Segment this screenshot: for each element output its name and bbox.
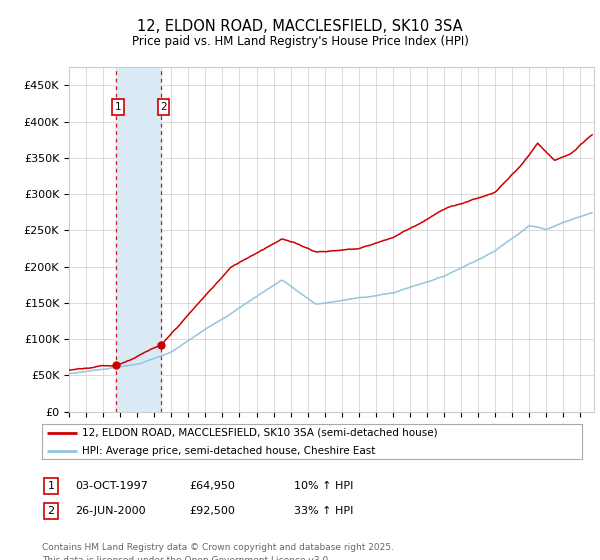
Text: 2: 2 [47, 506, 55, 516]
Text: £64,950: £64,950 [189, 481, 235, 491]
Text: 12, ELDON ROAD, MACCLESFIELD, SK10 3SA: 12, ELDON ROAD, MACCLESFIELD, SK10 3SA [137, 20, 463, 34]
Bar [116, 67, 161, 412]
Text: 10% ↑ HPI: 10% ↑ HPI [294, 481, 353, 491]
Text: HPI: Average price, semi-detached house, Cheshire East: HPI: Average price, semi-detached house,… [83, 446, 376, 456]
Text: 2: 2 [160, 102, 167, 112]
Text: 1: 1 [115, 102, 121, 112]
Text: 12, ELDON ROAD, MACCLESFIELD, SK10 3SA (semi-detached house): 12, ELDON ROAD, MACCLESFIELD, SK10 3SA (… [83, 428, 438, 438]
Text: 26-JUN-2000: 26-JUN-2000 [75, 506, 146, 516]
Text: 1: 1 [47, 481, 55, 491]
Text: £92,500: £92,500 [189, 506, 235, 516]
Text: 33% ↑ HPI: 33% ↑ HPI [294, 506, 353, 516]
Text: 03-OCT-1997: 03-OCT-1997 [75, 481, 148, 491]
Text: Contains HM Land Registry data © Crown copyright and database right 2025.
This d: Contains HM Land Registry data © Crown c… [42, 543, 394, 560]
Text: Price paid vs. HM Land Registry's House Price Index (HPI): Price paid vs. HM Land Registry's House … [131, 35, 469, 48]
